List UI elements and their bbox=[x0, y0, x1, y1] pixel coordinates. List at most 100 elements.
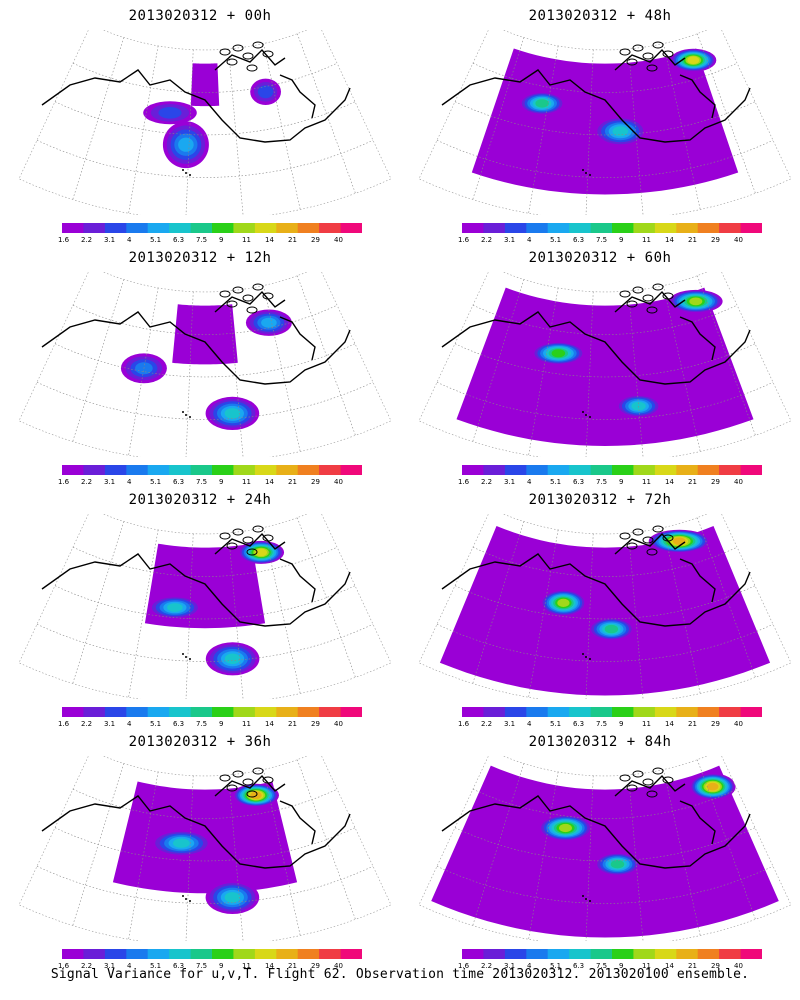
island-outline bbox=[662, 534, 674, 542]
colorbar-tick-label: 40 bbox=[334, 478, 343, 486]
colorbar-swatch bbox=[719, 223, 741, 233]
colorbar-tick-label: 29 bbox=[711, 962, 720, 970]
coastline bbox=[441, 48, 751, 143]
island-outline bbox=[662, 292, 674, 300]
colorbar-swatch bbox=[212, 465, 234, 475]
colorbar-swatch bbox=[633, 707, 656, 717]
colorbar-tick-label: 7.5 bbox=[196, 236, 208, 244]
island-outline bbox=[219, 532, 231, 540]
colorbar-swatch bbox=[254, 223, 277, 233]
variance-contour bbox=[224, 408, 241, 419]
island-outline bbox=[626, 542, 638, 550]
colorbar-tick-label: 3.1 bbox=[504, 236, 516, 244]
island-outline bbox=[262, 292, 274, 300]
colorbar-swatch bbox=[719, 949, 741, 959]
colorbar-tick-label: 21 bbox=[688, 236, 697, 244]
map-panel: 2013020312 + 72h 1.6 2.2 3.1 4 5.1 6.3 7.5 9 11 14… bbox=[400, 484, 800, 729]
variance-contour bbox=[610, 860, 625, 869]
colorbar-swatch bbox=[190, 223, 213, 233]
colorbar-tick-label: 1.6 bbox=[58, 236, 70, 244]
map-panel: 2013020312 + 36h 1.6 2.2 3.1 4 5.1 6.3 7.5 9 11 14… bbox=[0, 726, 400, 971]
latitude-line bbox=[54, 585, 356, 620]
colorbar-swatch bbox=[190, 707, 213, 717]
colorbar-tick-label: 40 bbox=[334, 720, 343, 728]
colorbar-tick-label: 2.2 bbox=[481, 720, 493, 728]
colorbar-swatch bbox=[190, 949, 213, 959]
island-dot bbox=[582, 895, 584, 897]
island-dot bbox=[185, 414, 187, 416]
colorbar-swatch bbox=[297, 949, 320, 959]
colorbar-swatch bbox=[62, 707, 84, 717]
colorbar-swatch bbox=[212, 949, 234, 959]
colorbar-tick-label: 29 bbox=[711, 478, 720, 486]
map-panel: 2013020312 + 12h 1.6 2.2 3.1 4 5.1 6.3 7.5 9 11 14… bbox=[0, 242, 400, 487]
colorbar-labels: 1.6 2.2 3.1 4 5.1 6.3 7.5 9 11 14 21 29 40 bbox=[58, 478, 368, 488]
colorbar-swatch bbox=[462, 465, 484, 475]
panel-title: 2013020312 + 24h bbox=[128, 492, 272, 508]
island-outline bbox=[642, 294, 654, 302]
panel-title: 2013020312 + 36h bbox=[128, 734, 272, 750]
variance-contour bbox=[604, 624, 619, 634]
colorbar-tick-label: 5.1 bbox=[150, 962, 162, 970]
colorbar-swatch bbox=[233, 223, 256, 233]
colorbar-swatch bbox=[254, 465, 277, 475]
variance-map bbox=[418, 756, 792, 941]
colorbar bbox=[462, 465, 762, 475]
meridian-line bbox=[128, 529, 159, 698]
island-outline bbox=[232, 528, 244, 536]
island-outline bbox=[219, 774, 231, 782]
latitude-line bbox=[72, 788, 338, 819]
meridian-line bbox=[263, 527, 301, 694]
colorbar-swatch bbox=[740, 465, 762, 475]
colorbar-swatch bbox=[697, 707, 720, 717]
meridian-line bbox=[72, 37, 125, 200]
variance-contour bbox=[178, 137, 194, 152]
latitude-line bbox=[72, 304, 338, 335]
island-outline bbox=[226, 784, 238, 792]
colorbar-swatch bbox=[62, 949, 84, 959]
colorbar-tick-label: 40 bbox=[334, 962, 343, 970]
colorbar-swatch bbox=[483, 223, 506, 233]
colorbar-tick-label: 9 bbox=[219, 236, 224, 244]
colorbar bbox=[462, 223, 762, 233]
colorbar-swatch bbox=[676, 223, 699, 233]
coastline bbox=[41, 48, 351, 143]
colorbar-swatch bbox=[526, 223, 549, 233]
panel-title: 2013020312 + 12h bbox=[128, 250, 272, 266]
island-outline bbox=[642, 536, 654, 544]
colorbar-tick-label: 14 bbox=[665, 236, 674, 244]
map-panel: 2013020312 + 24h 1.6 2.2 3.1 4 5.1 6.3 7.5 9 11 14… bbox=[0, 484, 400, 729]
colorbar-swatch bbox=[462, 707, 484, 717]
meridian-line bbox=[263, 769, 301, 936]
island-outline bbox=[652, 767, 664, 775]
colorbar-tick-label: 3.1 bbox=[104, 962, 116, 970]
latitude-line bbox=[72, 546, 338, 577]
colorbar-swatch bbox=[233, 465, 256, 475]
colorbar-swatch bbox=[654, 707, 677, 717]
colorbar-tick-label: 5.1 bbox=[150, 720, 162, 728]
colorbar-swatch bbox=[612, 465, 634, 475]
colorbar-swatch bbox=[569, 223, 591, 233]
shaded-field bbox=[471, 48, 739, 195]
colorbar-tick-label: 7.5 bbox=[196, 962, 208, 970]
colorbar-swatch bbox=[126, 223, 149, 233]
colorbar-swatch bbox=[676, 707, 699, 717]
graticule bbox=[36, 759, 374, 941]
colorbar-tick-label: 14 bbox=[265, 478, 274, 486]
meridian-line bbox=[263, 43, 301, 210]
colorbar-swatch bbox=[147, 223, 170, 233]
meridian-line bbox=[528, 287, 559, 456]
meridian-line bbox=[528, 771, 559, 940]
shaded-field bbox=[456, 287, 754, 446]
island-outline bbox=[652, 283, 664, 291]
colorbar-tick-label: 1.6 bbox=[58, 478, 70, 486]
island-dot bbox=[582, 653, 584, 655]
island-outline bbox=[246, 64, 258, 72]
meridian-line bbox=[528, 529, 559, 698]
island-outline bbox=[652, 41, 664, 49]
island-dot bbox=[582, 169, 584, 171]
variance-map bbox=[18, 514, 392, 699]
meridian-line bbox=[228, 48, 244, 215]
colorbar-swatch bbox=[697, 949, 720, 959]
variance-contour bbox=[535, 99, 549, 108]
